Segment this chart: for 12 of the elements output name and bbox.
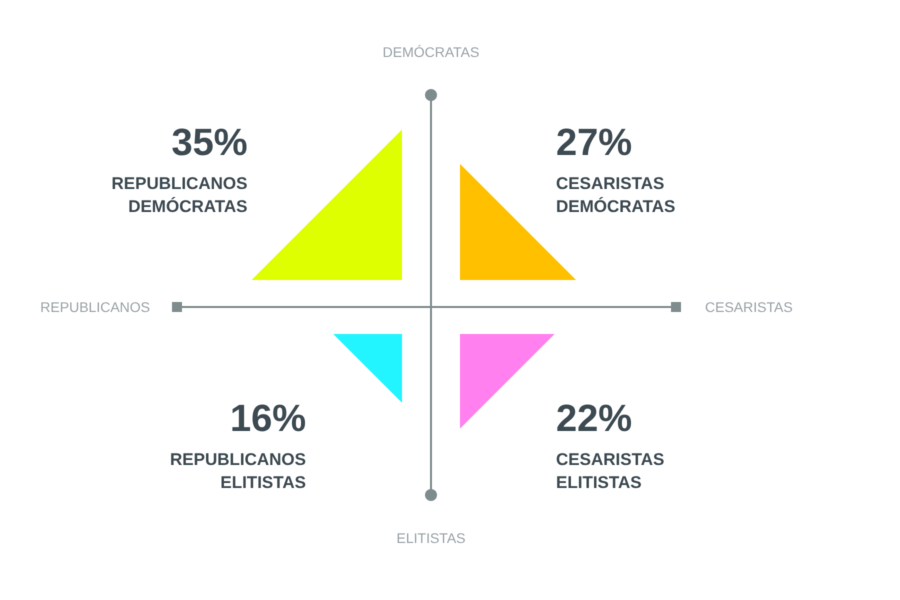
text: REPUBLICANOS	[40, 299, 150, 315]
category-label: REPUBLICANOS DEMÓCRATAS	[111, 174, 248, 216]
text: ELITISTAS	[396, 530, 466, 546]
data-label: 35%	[171, 122, 248, 164]
text: DEMÓCRATAS	[382, 44, 480, 60]
data-label: 27%	[556, 122, 632, 164]
data-label: 16%	[230, 398, 306, 440]
category-label: REPUBLICANOS ELITISTAS	[170, 450, 306, 492]
text: CESARISTAS	[705, 299, 793, 315]
category-label: CESARISTAS ELITISTAS	[556, 450, 664, 492]
category-label: CESARISTAS DEMÓCRATAS	[556, 174, 676, 216]
data-label: 22%	[556, 398, 632, 440]
